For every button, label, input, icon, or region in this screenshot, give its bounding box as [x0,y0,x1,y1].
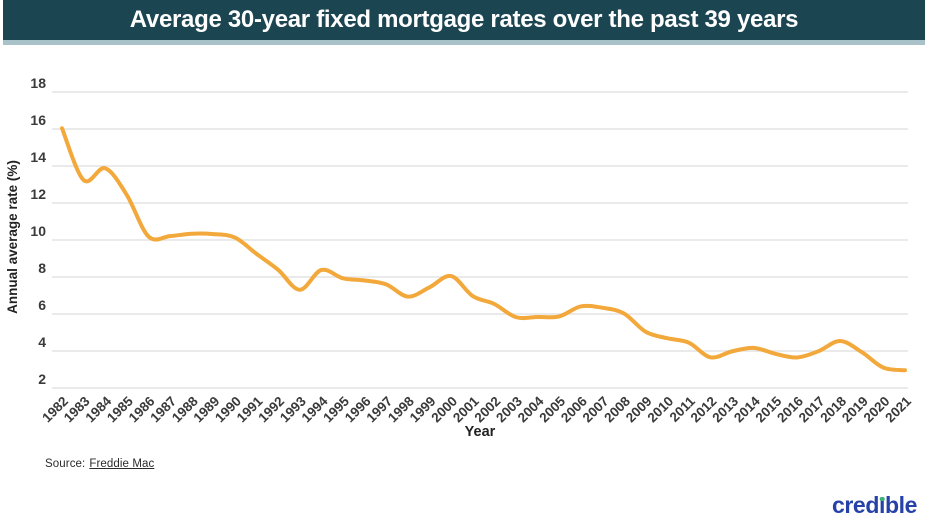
x-axis-title: Year [465,424,496,440]
y-tick-label: 12 [30,186,46,202]
source-label: Source: [45,458,86,470]
y-tick-label: 8 [38,260,46,276]
rate-line [60,126,907,373]
logo-text-after-i: ble [884,492,917,518]
x-axis-tick-labels: 1982198319841985198619871988198919901991… [39,393,914,425]
source-link[interactable]: Freddie Mac [89,458,155,470]
source-note: Source: Freddie Mac [45,458,154,470]
y-axis-tick-labels: 18 16 14 12 10 8 6 4 2 [30,75,46,387]
y-axis-title: Annual average rate (%) [5,160,20,314]
logo-text-before-i: cred [831,492,879,518]
y-tick-label: 16 [30,112,46,128]
x-tick-label: 2021 [882,393,914,425]
gridlines [52,91,908,389]
y-tick-label: 14 [30,149,46,165]
y-tick-label: 2 [38,371,46,387]
y-tick-label: 18 [30,75,46,91]
credible-logo[interactable]: credı ble [832,494,917,517]
logo-letter-i: ı [878,492,885,518]
y-tick-label: 10 [30,223,46,239]
chart-title: Average 30-year fixed mortgage rates ove… [129,6,799,33]
title-bar: Average 30-year fixed mortgage rates ove… [3,0,925,45]
mortgage-rate-line-chart: 18 16 14 12 10 8 6 4 2 19821983198419851986198719… [5,75,914,440]
y-tick-label: 6 [38,297,46,313]
y-tick-label: 4 [38,334,46,350]
logo-green-dot-icon [879,496,885,502]
